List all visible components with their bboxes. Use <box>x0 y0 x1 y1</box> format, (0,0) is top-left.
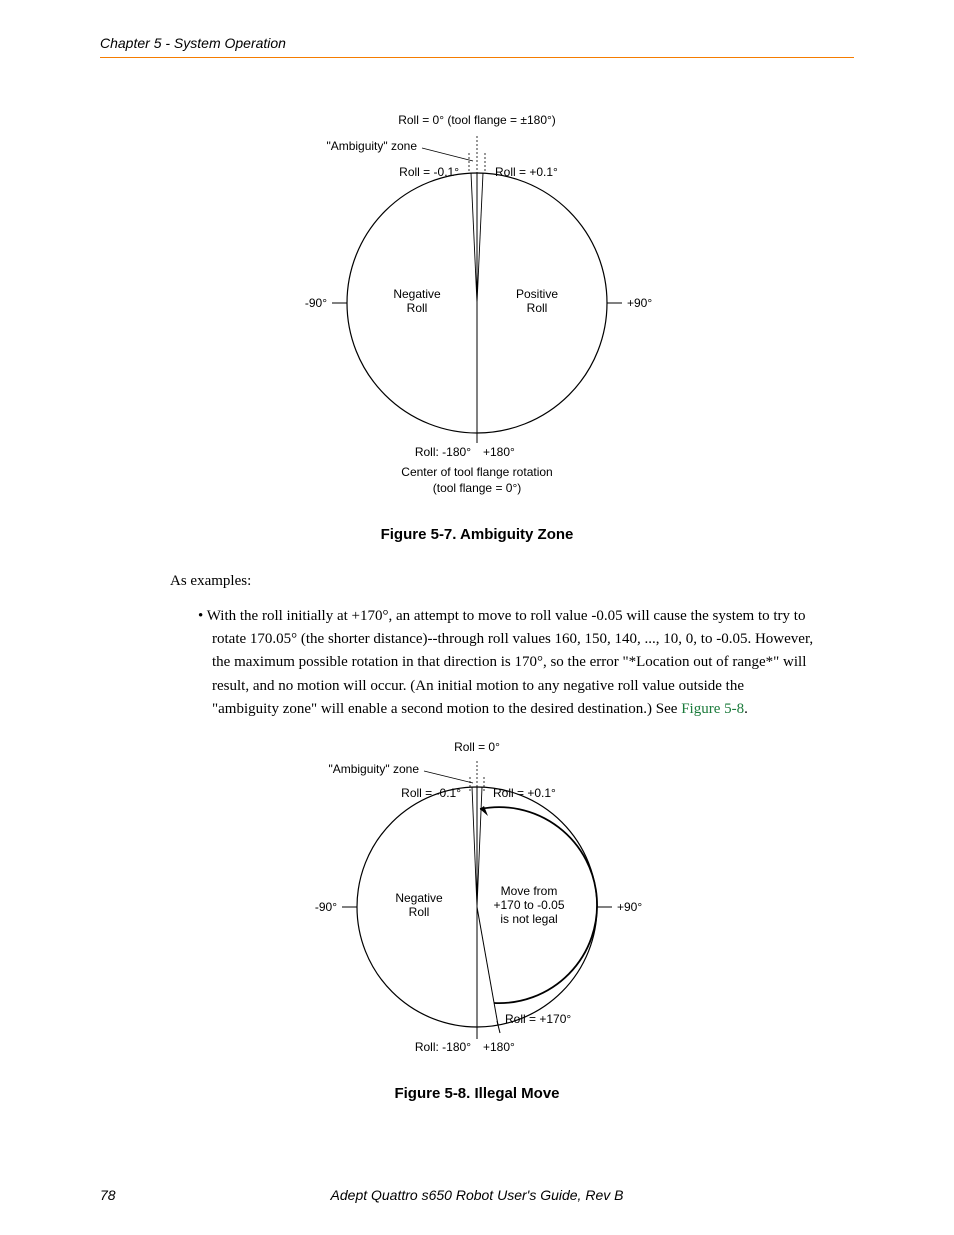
fig2-negroll-1: Negative <box>395 891 443 905</box>
fig1-posroll-2: Roll <box>527 301 548 315</box>
fig2-right-angle: +90° <box>617 900 642 914</box>
fig2-move-1: Move from <box>501 884 558 898</box>
page-header: Chapter 5 - System Operation <box>100 35 854 58</box>
fig1-negroll-1: Negative <box>393 287 441 301</box>
fig2-top-label: Roll = 0° <box>454 740 500 754</box>
fig2-bottom-left: Roll: -180° <box>415 1040 471 1054</box>
bullet-1-end: . <box>744 701 748 717</box>
fig1-ambiguity-leader <box>422 148 473 161</box>
fig2-move-2: +170 to -0.05 <box>493 898 564 912</box>
figure-5-7-container: Roll = 0° (tool flange = ±180°) "Ambigui… <box>100 108 854 508</box>
fig2-negroll-2: Roll <box>409 905 430 919</box>
fig2-zone-edge-l <box>472 787 477 907</box>
page-footer: 78 Adept Quattro s650 Robot User's Guide… <box>0 1187 954 1203</box>
footer-title: Adept Quattro s650 Robot User's Guide, R… <box>150 1187 804 1203</box>
bullet-1-link[interactable]: Figure 5-8 <box>681 701 744 717</box>
fig1-center-line2: (tool flange = 0°) <box>433 481 522 495</box>
fig1-bottom-left: Roll: -180° <box>415 445 471 459</box>
fig1-rollpos-label: Roll = +0.1° <box>495 165 558 179</box>
fig1-zone-edge-r <box>477 173 483 303</box>
page-number: 78 <box>100 1187 150 1203</box>
fig1-ambiguity-label: "Ambiguity" zone <box>326 139 417 153</box>
as-examples-text: As examples: <box>170 571 834 593</box>
fig2-roll170-label: Roll = +170° <box>505 1012 571 1026</box>
bullet-1: • With the roll initially at +170°, an a… <box>198 605 814 721</box>
fig1-rollneg-label: Roll = -0.1° <box>399 165 459 179</box>
figure-5-8-container: Roll = 0° "Ambiguity" zone Roll = -0.1° … <box>100 737 854 1067</box>
fig2-left-angle: -90° <box>315 900 337 914</box>
figure-5-8-diagram: Roll = 0° "Ambiguity" zone Roll = -0.1° … <box>247 737 707 1067</box>
fig2-ambiguity-leader <box>424 771 473 783</box>
fig1-top-label: Roll = 0° (tool flange = ±180°) <box>398 113 556 127</box>
fig2-tick-170 <box>497 1021 500 1033</box>
fig2-rollpos-label: Roll = +0.1° <box>493 786 556 800</box>
fig1-right-angle: +90° <box>627 296 652 310</box>
fig1-bottom-right: +180° <box>483 445 515 459</box>
fig2-ambiguity-label: "Ambiguity" zone <box>328 762 419 776</box>
fig2-zone-edge-r <box>477 787 482 907</box>
fig1-center-line1: Center of tool flange rotation <box>401 465 552 479</box>
fig2-bottom-right: +180° <box>483 1040 515 1054</box>
figure-5-8-caption: Figure 5-8. Illegal Move <box>100 1085 854 1102</box>
fig2-line-170 <box>477 907 498 1025</box>
figure-5-7-diagram: Roll = 0° (tool flange = ±180°) "Ambigui… <box>247 108 707 508</box>
fig1-negroll-2: Roll <box>407 301 428 315</box>
fig2-rollneg-label: Roll = -0.1° <box>401 786 461 800</box>
fig1-left-angle: -90° <box>305 296 327 310</box>
fig2-move-3: is not legal <box>500 912 557 926</box>
fig1-posroll-1: Positive <box>516 287 558 301</box>
figure-5-7-caption: Figure 5-7. Ambiguity Zone <box>100 526 854 543</box>
fig1-zone-edge-l <box>471 173 477 303</box>
